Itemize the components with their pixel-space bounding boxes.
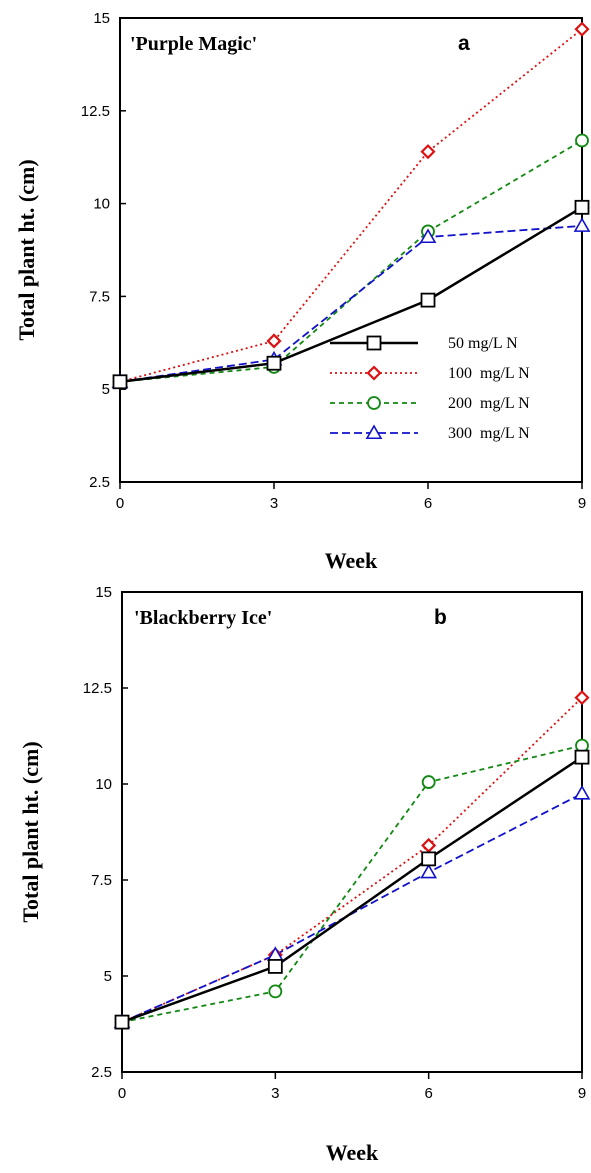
chart1-x-axis-title: Week [326,1140,379,1165]
chart0-series-0-point [420,292,436,308]
chart1-series-0-point [421,851,437,867]
chart1-y-tick-label: 15 [95,584,112,601]
chart0-y-tick-label: 7.5 [89,288,110,305]
chart1-series-line-2 [121,744,583,1023]
chart1-y-tick-label: 2.5 [91,1064,112,1081]
chart0-legend-marker-2 [367,396,381,410]
chart0-y-tick-label: 2.5 [89,474,110,491]
chart0-y-tick-label: 12.5 [81,103,110,120]
chart0-y-tick-label: 10 [93,196,110,213]
chart0-series-0-point [266,355,282,371]
chart1-series-line-0 [121,756,583,1024]
chart0-x-tick-label: 9 [578,495,586,512]
chart0-legend-marker-3 [365,424,383,440]
chart1-y-tick-label: 12.5 [83,680,112,697]
chart1-series-1-point [574,690,590,706]
chart0-series-0-point [112,374,128,390]
chart0-legend-label-0: 50 mg/L N [448,335,518,352]
chart1-x-tick-label: 9 [578,1085,586,1102]
chart0-series-1-point [420,144,436,160]
chart0-y-tick-label: 5 [102,381,110,398]
chart1-y-tick-label: 10 [95,776,112,793]
chart1-series-1-point [421,837,437,853]
chart0-legend-label-1: 100 mg/L N [448,365,530,382]
chart0-legend-label-3: 300 mg/L N [448,425,530,442]
chart0-panel-letter: a [458,32,470,55]
chart1-panel-letter: b [434,606,447,629]
chart1-series-3-point [573,784,591,800]
chart1-plot-frame [121,591,583,1073]
chart0-x-tick-label: 3 [270,495,278,512]
chart1-panel: 2.5 5 7.5 10 12.5 15 0 3 6 9 Week Total plant ht. (… [18,584,591,1165]
chart0-legend-marker-0 [366,335,382,351]
chart0-series-line-1 [119,28,583,383]
chart0-series-line-0 [119,206,583,384]
chart0-x-axis-title: Week [325,548,378,573]
chart0-legend-label-2: 200 mg/L N [448,395,530,412]
chart0-series-0-point [574,199,590,215]
chart0-series-2-point [575,133,589,148]
chart0-y-tick-label: 15 [93,10,110,27]
chart1-series-0-point [574,749,590,765]
chart0-legend: 50 mg/L N 100 mg/L N 200 mg/L N 300 mg/L N [330,335,530,442]
chart1-x-tick-label: 3 [271,1085,279,1102]
chart0-legend-marker-1 [366,365,382,381]
chart1-x-tick-label: 6 [424,1085,432,1102]
chart0-y-axis-title: Total plant ht. (cm) [14,159,39,340]
chart0-series-1-point [574,21,590,37]
chart1-series-line-3 [121,792,583,1023]
chart1-series-2-point [268,984,283,999]
chart1-series-0-point [267,959,283,974]
chart0-x-tick-label: 0 [116,495,124,512]
chart1-series-line-1 [121,696,583,1023]
chart0-series-line-3 [119,224,583,383]
chart1-series-3-point [420,863,438,879]
chart1-title: 'Blackberry Ice' [134,607,272,629]
chart0-title: 'Purple Magic' [130,33,257,55]
chart0-plot-frame [119,17,583,483]
chart1-x-tick-label: 0 [118,1085,126,1102]
chart0-series-3-point [419,228,437,244]
chart0-series-1-point [266,333,282,349]
chart1-y-tick-label: 5 [104,968,112,985]
chart1-series-0-point [114,1014,130,1030]
chart0-panel: 2.5 5 7.5 10 12.5 15 0 3 6 9 Week Total plant ht. (… [14,10,591,573]
chart0-x-tick-label: 6 [424,495,432,512]
chart0-series-3-point [573,217,591,232]
chart1-series-2-point [421,775,436,789]
chart1-y-axis-title: Total plant ht. (cm) [18,741,43,922]
chart1-y-tick-label: 7.5 [91,872,112,889]
